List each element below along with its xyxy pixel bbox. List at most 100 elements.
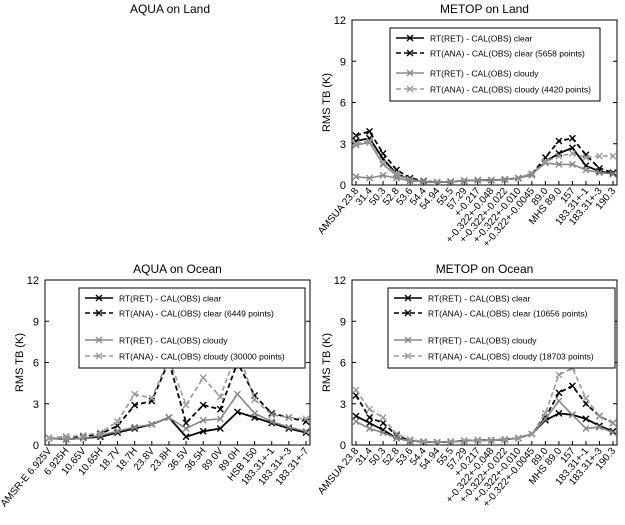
data-point [393, 174, 401, 182]
data-point [609, 170, 617, 178]
data-point [251, 409, 259, 417]
data-point [582, 394, 590, 402]
data-point [528, 430, 536, 438]
chart-4: METOP on Ocean 0 3 6 9 12 RMS TB (K) AMSUA 23.8… [316, 262, 619, 510]
legend-marker [95, 352, 103, 360]
chart-title: METOP on Land [440, 2, 529, 16]
data-point [268, 411, 276, 419]
y-tick-label: 12 [27, 275, 39, 287]
data-point [555, 389, 563, 397]
legend-marker [95, 336, 103, 344]
data-point [62, 436, 70, 443]
data-point [114, 418, 122, 426]
data-point [555, 137, 563, 145]
legend-label: RT(RET) - CAL(OBS) cloudy [430, 69, 539, 79]
data-point [514, 434, 522, 442]
data-point [433, 438, 441, 446]
y-tick-label: 6 [340, 98, 346, 110]
x-tick-label: AMSR-E 6.925V [0, 446, 55, 510]
data-point [366, 425, 374, 432]
data-point [393, 430, 401, 438]
data-point [379, 159, 387, 167]
y-tick-label: 3 [33, 399, 39, 411]
data-point [568, 382, 576, 390]
data-point [366, 174, 374, 182]
data-point [366, 419, 374, 427]
series-line [355, 174, 532, 184]
y-tick-label: 6 [340, 358, 346, 370]
y-axis-label: RMS TB (K) [321, 73, 333, 132]
data-point [555, 371, 563, 379]
y-tick-label: 0 [340, 180, 346, 192]
data-point [379, 149, 387, 157]
data-point [366, 405, 374, 413]
y-tick-label: 0 [33, 440, 39, 452]
data-point [352, 386, 360, 394]
data-point [131, 390, 139, 398]
data-point [302, 418, 310, 426]
data-point [501, 436, 509, 443]
data-point [501, 176, 509, 183]
legend-label: RT(RET) - CAL(OBS) clear [119, 294, 221, 304]
data-point [366, 137, 374, 145]
y-axis-label: RMS TB (K) [321, 333, 333, 392]
x-tick-label: AMSUA 23.8 [316, 446, 362, 497]
legend-label: RT(RET) - CAL(OBS) clear [430, 34, 532, 44]
data-point [233, 390, 241, 398]
data-point [302, 415, 310, 423]
data-point [62, 433, 70, 441]
data-point [352, 132, 360, 139]
data-point [555, 160, 563, 168]
data-point [406, 436, 414, 443]
data-point [487, 176, 495, 184]
series-3 [45, 390, 310, 443]
data-point [541, 409, 549, 417]
data-point [555, 149, 563, 157]
y-tick-label: 12 [334, 275, 346, 287]
data-point [285, 423, 293, 431]
series-3 [352, 138, 617, 186]
legend-marker [95, 294, 103, 302]
data-point [541, 158, 549, 166]
y-tick-label: 9 [33, 316, 39, 328]
legend-box [78, 287, 306, 369]
series-2 [45, 357, 310, 442]
data-point [555, 397, 563, 405]
data-point [379, 414, 387, 421]
legend-label: RT(RET) - CAL(OBS) clear [428, 294, 530, 304]
legend: RT(RET) - CAL(OBS) clear RT(ANA) - CAL(OB… [387, 287, 616, 369]
series-line [355, 366, 614, 444]
chart-title: AQUA on Ocean [133, 262, 222, 276]
series-5 [352, 171, 536, 186]
series-4 [352, 137, 617, 186]
series-line [48, 392, 307, 441]
data-point [582, 154, 590, 161]
legend-marker [95, 309, 103, 317]
data-point [609, 427, 617, 435]
legend-label: RT(ANA) - CAL(OBS) clear (10656 points) [428, 309, 588, 319]
legend-marker [406, 49, 414, 57]
data-point [79, 431, 87, 439]
data-point [568, 134, 576, 142]
data-point [568, 160, 576, 168]
data-point [131, 401, 139, 409]
data-point [420, 178, 428, 186]
data-point [609, 152, 617, 160]
data-point [352, 140, 360, 148]
data-point [541, 159, 549, 167]
series-line [48, 410, 307, 441]
data-point [528, 171, 536, 179]
data-point [582, 425, 590, 432]
data-point [420, 438, 428, 446]
data-point [487, 436, 495, 444]
data-point [474, 176, 482, 184]
data-point [131, 423, 139, 431]
legend-marker [406, 69, 414, 77]
data-point [199, 416, 207, 424]
data-point [352, 412, 360, 420]
legend-marker [404, 352, 412, 360]
data-point [379, 160, 387, 168]
data-point [474, 436, 482, 444]
data-point [251, 396, 259, 404]
